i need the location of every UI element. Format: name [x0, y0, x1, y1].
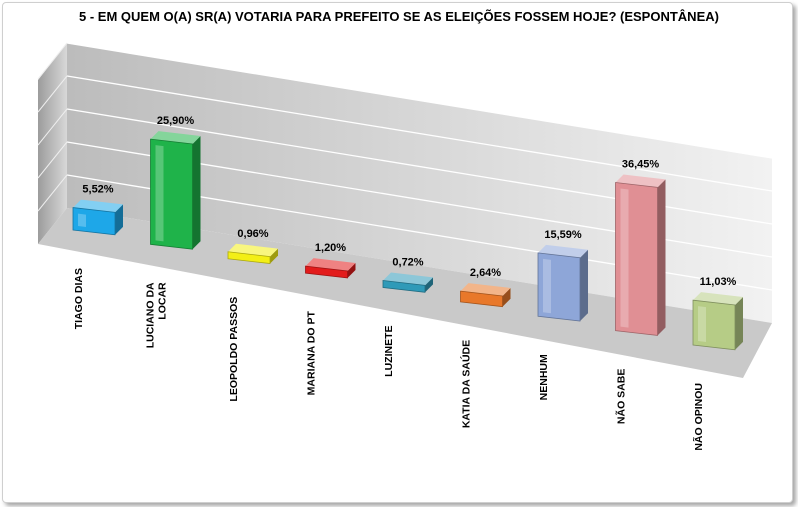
bar-front: [382, 280, 426, 293]
data-label: 15,59%: [544, 229, 582, 241]
bar-side: [347, 262, 356, 278]
bar: [227, 243, 278, 265]
chart-side-wall: [38, 43, 67, 244]
data-label: 2,64%: [470, 267, 501, 279]
bar-highlight: [155, 145, 164, 242]
gridline-side: [37, 75, 68, 113]
bar-side: [502, 287, 511, 307]
data-label: 36,45%: [622, 159, 660, 171]
category-label-line: MARIANA DO PT: [306, 311, 318, 396]
data-label: 1,20%: [315, 242, 346, 254]
bar-top: [383, 272, 433, 286]
category-label: NÃO SABE: [615, 369, 628, 424]
bar-front: [305, 265, 348, 279]
bar-front: [150, 138, 193, 250]
category-label: KATIA DA SAÚDE: [460, 340, 473, 428]
bar-top: [150, 131, 201, 144]
gridline-side: [37, 42, 68, 80]
chart-floor: [38, 208, 772, 378]
data-label: 0,72%: [392, 257, 423, 269]
category-label-line: LOCAR: [157, 282, 169, 320]
bar: [305, 258, 356, 279]
bar: [150, 131, 201, 250]
bar-highlight: [78, 213, 86, 227]
bar-top: [305, 258, 356, 271]
data-label: 25,90%: [157, 115, 195, 127]
gridline-side: [37, 141, 68, 179]
bar: [692, 292, 743, 351]
bar-side: [657, 179, 666, 336]
bar-front: [72, 207, 116, 236]
category-label: NÃO OPINOU: [692, 383, 705, 451]
bar-highlight: [698, 306, 706, 342]
bar-front: [692, 299, 736, 351]
bar-side: [735, 297, 743, 350]
category-label-line: NENHUM: [538, 354, 550, 400]
bar-side: [425, 277, 433, 293]
bar-side: [115, 204, 123, 235]
bar-highlight: [543, 258, 551, 314]
category-label: LEOPOLDO PASSOS: [228, 297, 240, 402]
category-label-line: NÃO SABE: [615, 369, 628, 424]
bar-side: [580, 249, 588, 322]
category-label: LUCIANO DALOCAR: [145, 282, 169, 348]
category-label: LUZINETE: [383, 326, 395, 377]
bar-side: [192, 135, 201, 250]
bar-front: [460, 290, 503, 308]
gridline-side: [37, 108, 68, 146]
bar-top: [73, 199, 123, 213]
category-label-line: LUZINETE: [383, 326, 395, 377]
bar: [382, 272, 433, 293]
category-label: TIAGO DIAS: [73, 268, 85, 329]
chart-back-wall: [67, 43, 772, 323]
data-label: 0,96%: [237, 228, 268, 240]
gridline: [66, 75, 773, 192]
gridline-side: [37, 174, 68, 212]
bar-front: [537, 252, 581, 322]
bar-side: [270, 248, 278, 264]
chart-title: 5 - EM QUEM O(A) SR(A) VOTARIA PARA PREF…: [79, 9, 719, 24]
bar: [72, 199, 123, 236]
data-label: 5,52%: [82, 184, 113, 196]
category-label: MARIANA DO PT: [306, 311, 318, 396]
bar: [615, 174, 666, 336]
bar-top: [228, 243, 278, 257]
bar-top: [615, 174, 666, 188]
bar: [537, 244, 588, 322]
bar-front: [615, 182, 658, 336]
bar-top: [693, 292, 743, 306]
category-label-line: KATIA DA SAÚDE: [460, 340, 473, 428]
data-label: 11,03%: [700, 276, 737, 288]
category-label-line: LUCIANO DA: [145, 282, 157, 348]
bar: [460, 283, 511, 308]
category-label-line: NÃO OPINOU: [692, 383, 705, 451]
gridline: [66, 42, 773, 159]
bar-top: [460, 283, 511, 296]
category-label-line: LEOPOLDO PASSOS: [228, 297, 240, 402]
category-label: NENHUM: [538, 354, 550, 400]
bar-front: [227, 251, 271, 265]
category-label-line: TIAGO DIAS: [73, 268, 85, 329]
bar-highlight: [620, 188, 629, 328]
bar-top: [538, 244, 588, 258]
